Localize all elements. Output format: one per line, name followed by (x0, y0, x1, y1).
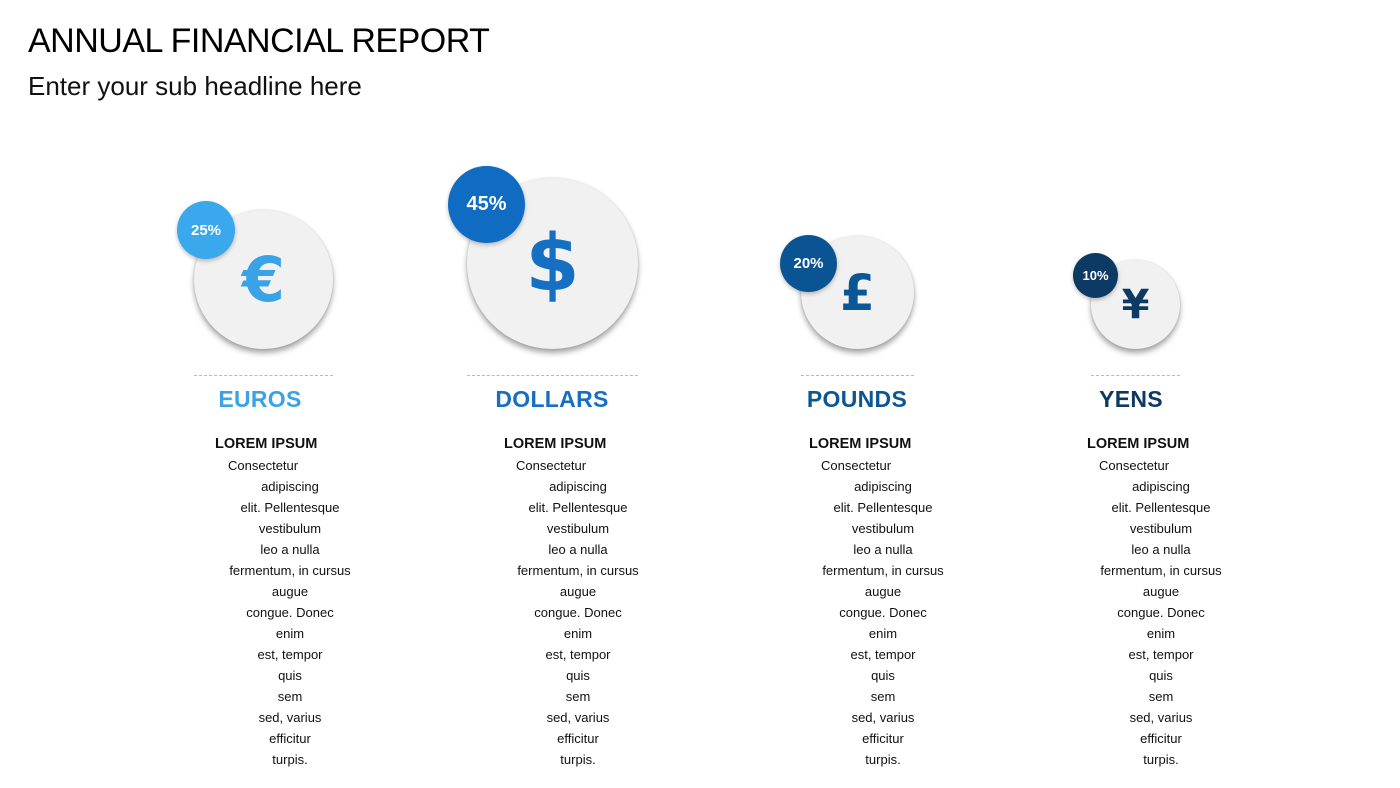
euro-heading: EUROS (218, 386, 302, 412)
dollar-description: LOREM IPSUM Consectetur adipiscing elit.… (448, 433, 708, 770)
euro-icon: € (241, 243, 286, 316)
description-line: Consectetur (821, 458, 892, 473)
yen-description-lines: Consectetur adipiscing elit. Pellentesqu… (1031, 455, 1291, 770)
description-line: congue. Donec (246, 605, 334, 620)
description-line: adipiscing (261, 479, 319, 494)
description-line: sed, varius (1129, 710, 1193, 725)
euro-circle: € (194, 210, 333, 349)
pound-description-lines: Consectetur adipiscing elit. Pellentesqu… (753, 455, 1013, 770)
description-line: adipiscing (549, 479, 607, 494)
yen-percent-label: 10% (1082, 268, 1109, 283)
yen-description: LOREM IPSUM Consectetur adipiscing elit.… (1031, 433, 1291, 770)
description-line: Consectetur (228, 458, 299, 473)
description-line: elit. Pellentesque (1111, 500, 1211, 515)
description-line: Consectetur (1099, 458, 1170, 473)
description-line: leo a nulla (260, 542, 320, 557)
description-line: turpis. (1143, 752, 1179, 767)
pound-divider (801, 375, 914, 376)
description-line: leo a nulla (853, 542, 913, 557)
dollar-percent-label: 45% (466, 193, 507, 215)
euro-description-lines: Consectetur adipiscing elit. Pellentesqu… (160, 455, 420, 770)
euro-divider (194, 375, 333, 376)
description-line: sem (277, 689, 303, 704)
page-subtitle: Enter your sub headline here (28, 71, 362, 101)
description-line: est, tempor (257, 647, 323, 662)
description-line: est, tempor (545, 647, 611, 662)
pound-description: LOREM IPSUM Consectetur adipiscing elit.… (753, 433, 1013, 770)
description-line: enim (1146, 626, 1176, 641)
description-line: quis (871, 668, 895, 683)
description-line: augue (864, 584, 902, 599)
description-line: adipiscing (854, 479, 912, 494)
description-line: augue (559, 584, 597, 599)
yen-heading: YENS (1099, 386, 1163, 412)
pound-percent-badge: 20% (780, 235, 837, 292)
pound-heading: POUNDS (806, 386, 908, 412)
yen-percent-badge: 10% (1073, 253, 1118, 298)
description-line: fermentum, in cursus (229, 563, 351, 578)
description-line: vestibulum (546, 521, 610, 536)
description-line: enim (868, 626, 898, 641)
pound-percent-label: 20% (793, 255, 824, 272)
description-line: congue. Donec (1117, 605, 1205, 620)
description-line: sed, varius (851, 710, 915, 725)
description-line: fermentum, in cursus (517, 563, 639, 578)
description-line: congue. Donec (839, 605, 927, 620)
description-line: leo a nulla (1131, 542, 1191, 557)
description-line: augue (1142, 584, 1180, 599)
description-line: efficitur (862, 731, 904, 746)
description-line: fermentum, in cursus (822, 563, 944, 578)
description-line: enim (563, 626, 593, 641)
dollar-divider (467, 375, 638, 376)
description-line: congue. Donec (534, 605, 622, 620)
pound-icon: £ (840, 263, 875, 322)
description-line: Consectetur (516, 458, 587, 473)
yen-description-heading: LOREM IPSUM (1087, 436, 1190, 452)
euro-percent-badge: 25% (177, 201, 235, 259)
description-line: fermentum, in cursus (1100, 563, 1222, 578)
description-line: elit. Pellentesque (528, 500, 628, 515)
description-line: sed, varius (258, 710, 322, 725)
description-line: leo a nulla (548, 542, 608, 557)
description-line: vestibulum (258, 521, 322, 536)
euro-percent-label: 25% (190, 221, 222, 239)
dollar-description-lines: Consectetur adipiscing elit. Pellentesqu… (448, 455, 708, 770)
description-line: quis (566, 668, 590, 683)
description-line: turpis. (865, 752, 901, 767)
description-line: vestibulum (851, 521, 915, 536)
dollar-heading: DOLLARS (495, 386, 609, 412)
description-line: est, tempor (1128, 647, 1194, 662)
description-line: enim (275, 626, 305, 641)
page-title: ANNUAL FINANCIAL REPORT (28, 22, 490, 60)
description-line: elit. Pellentesque (240, 500, 340, 515)
yen-divider (1091, 375, 1180, 376)
description-line: sem (565, 689, 591, 704)
description-line: quis (278, 668, 302, 683)
description-line: turpis. (560, 752, 596, 767)
dollar-description-heading: LOREM IPSUM (504, 436, 607, 452)
description-line: sem (1148, 689, 1174, 704)
description-line: efficitur (269, 731, 311, 746)
euro-description-heading: LOREM IPSUM (215, 436, 318, 452)
euro-description: LOREM IPSUM Consectetur adipiscing elit.… (160, 433, 420, 770)
description-line: adipiscing (1132, 479, 1190, 494)
dollar-percent-badge: 45% (448, 166, 525, 243)
dollar-icon: $ (525, 218, 580, 309)
pound-description-heading: LOREM IPSUM (809, 436, 912, 452)
yen-icon: ¥ (1121, 281, 1150, 328)
description-line: efficitur (1140, 731, 1182, 746)
description-line: elit. Pellentesque (833, 500, 933, 515)
description-line: augue (271, 584, 309, 599)
description-line: vestibulum (1129, 521, 1193, 536)
description-line: efficitur (557, 731, 599, 746)
description-line: turpis. (272, 752, 308, 767)
description-line: sed, varius (546, 710, 610, 725)
description-line: quis (1149, 668, 1173, 683)
description-line: est, tempor (850, 647, 916, 662)
description-line: sem (870, 689, 896, 704)
